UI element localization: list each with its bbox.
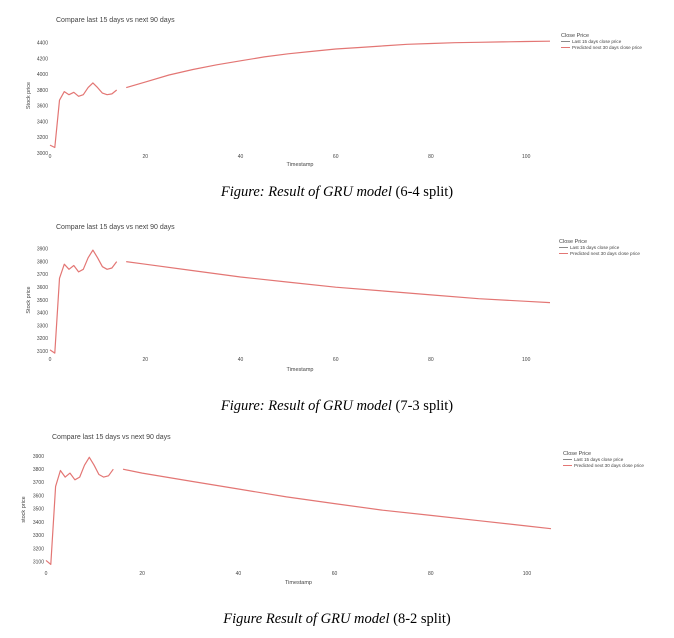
x-tick-label: 80 — [428, 154, 434, 160]
y-tick-label: 3500 — [37, 298, 48, 304]
y-tick-label: 3900 — [33, 454, 44, 460]
chart-title: Compare last 15 days vs next 90 days — [56, 17, 175, 24]
y-tick-label: 3700 — [33, 480, 44, 486]
y-tick-label: 3500 — [33, 507, 44, 513]
y-tick-label: 4000 — [37, 72, 48, 78]
series-line-2 — [126, 40, 551, 89]
y-tick-label: 3900 — [37, 247, 48, 253]
y-tick-label: 3600 — [37, 104, 48, 110]
y-tick-label: 3300 — [37, 323, 48, 329]
y-axis-label: Stock price — [26, 286, 32, 313]
caption-3-suffix: (8-2 split) — [389, 611, 451, 627]
chart-panel-3: Compare last 15 days vs next 90 days 3100… — [0, 427, 674, 638]
caption-1-suffix: (6-4 split) — [391, 184, 454, 200]
chart-panel-2: Compare last 15 days vs next 90 days 3100… — [0, 215, 674, 430]
x-axis-label: Timestamp — [287, 367, 314, 373]
x-tick-label: 60 — [333, 154, 339, 160]
caption-2: Figure: Result of GRU model (7-3 split) — [0, 398, 674, 415]
legend-label: Last 15 days close price — [570, 245, 620, 250]
legend-label: Predicted next 30 days close price — [570, 251, 640, 256]
caption-2-suffix: (7-3 split) — [391, 398, 454, 414]
legend-title: Close Price — [563, 451, 591, 457]
series-line-2 — [126, 261, 551, 304]
y-tick-label: 4400 — [37, 41, 48, 47]
series-line-1 — [49, 82, 118, 149]
x-tick-label: 80 — [428, 357, 434, 363]
chart-1: Compare last 15 days vs next 90 days 3000… — [26, 17, 642, 168]
y-tick-label: 3200 — [33, 546, 44, 552]
legend-title: Close Price — [561, 33, 589, 39]
caption-1-prefix: Figure: Result of GRU model — [220, 184, 392, 200]
y-tick-label: 3000 — [37, 151, 48, 157]
x-axis-label: Timestamp — [285, 580, 312, 586]
caption-1: Figure: Result of GRU model (6-4 split) — [0, 184, 674, 201]
x-tick-label: 20 — [139, 571, 145, 577]
chart-3: Compare last 15 days vs next 90 days 3100… — [21, 434, 644, 586]
x-tick-label: 0 — [45, 571, 48, 577]
x-tick-label: 60 — [333, 357, 339, 363]
y-tick-label: 3200 — [37, 135, 48, 141]
y-tick-label: 3400 — [37, 119, 48, 125]
series-line-2 — [122, 468, 552, 530]
y-tick-label: 3600 — [33, 493, 44, 499]
legend-label: Last 15 days close price — [572, 39, 622, 44]
caption-3: Figure Result of GRU model (8-2 split) — [0, 611, 674, 628]
x-tick-label: 100 — [522, 154, 531, 160]
y-tick-label: 3300 — [33, 533, 44, 539]
x-tick-label: 60 — [332, 571, 338, 577]
chart-2: Compare last 15 days vs next 90 days 3100… — [26, 224, 640, 373]
y-tick-label: 3800 — [37, 88, 48, 94]
x-tick-label: 40 — [236, 571, 242, 577]
legend-title: Close Price — [559, 239, 587, 245]
series-line-1 — [49, 249, 118, 354]
y-tick-label: 3400 — [37, 311, 48, 317]
x-tick-label: 0 — [49, 154, 52, 160]
y-tick-label: 3100 — [37, 349, 48, 355]
chart-panel-1: Compare last 15 days vs next 90 days 3000… — [0, 0, 674, 215]
chart-title: Compare last 15 days vs next 90 days — [52, 434, 171, 441]
legend-label: Predicted next 30 days close price — [572, 45, 642, 50]
y-tick-label: 3100 — [33, 560, 44, 566]
legend-label: Last 15 days close price — [574, 457, 624, 462]
x-tick-label: 100 — [523, 571, 532, 577]
x-tick-label: 40 — [238, 154, 244, 160]
y-axis-label: stock price — [21, 496, 27, 522]
y-tick-label: 4200 — [37, 56, 48, 62]
x-tick-label: 20 — [142, 154, 148, 160]
x-tick-label: 0 — [49, 357, 52, 363]
x-tick-label: 20 — [142, 357, 148, 363]
chart-title: Compare last 15 days vs next 90 days — [56, 224, 175, 231]
y-tick-label: 3700 — [37, 272, 48, 278]
x-axis-label: Timestamp — [287, 162, 314, 168]
y-tick-label: 3200 — [37, 336, 48, 342]
y-tick-label: 3600 — [37, 285, 48, 291]
y-tick-label: 3400 — [33, 520, 44, 526]
caption-2-prefix: Figure: Result of GRU model — [220, 398, 392, 414]
legend-label: Predicted next 30 days close price — [574, 463, 644, 468]
x-tick-label: 80 — [428, 571, 434, 577]
x-tick-label: 100 — [522, 357, 531, 363]
y-tick-label: 3800 — [37, 259, 48, 265]
series-line-1 — [45, 456, 114, 565]
y-tick-label: 3800 — [33, 467, 44, 473]
caption-3-prefix: Figure Result of GRU model — [223, 611, 390, 627]
y-axis-label: Stock price — [26, 82, 32, 109]
x-tick-label: 40 — [238, 357, 244, 363]
